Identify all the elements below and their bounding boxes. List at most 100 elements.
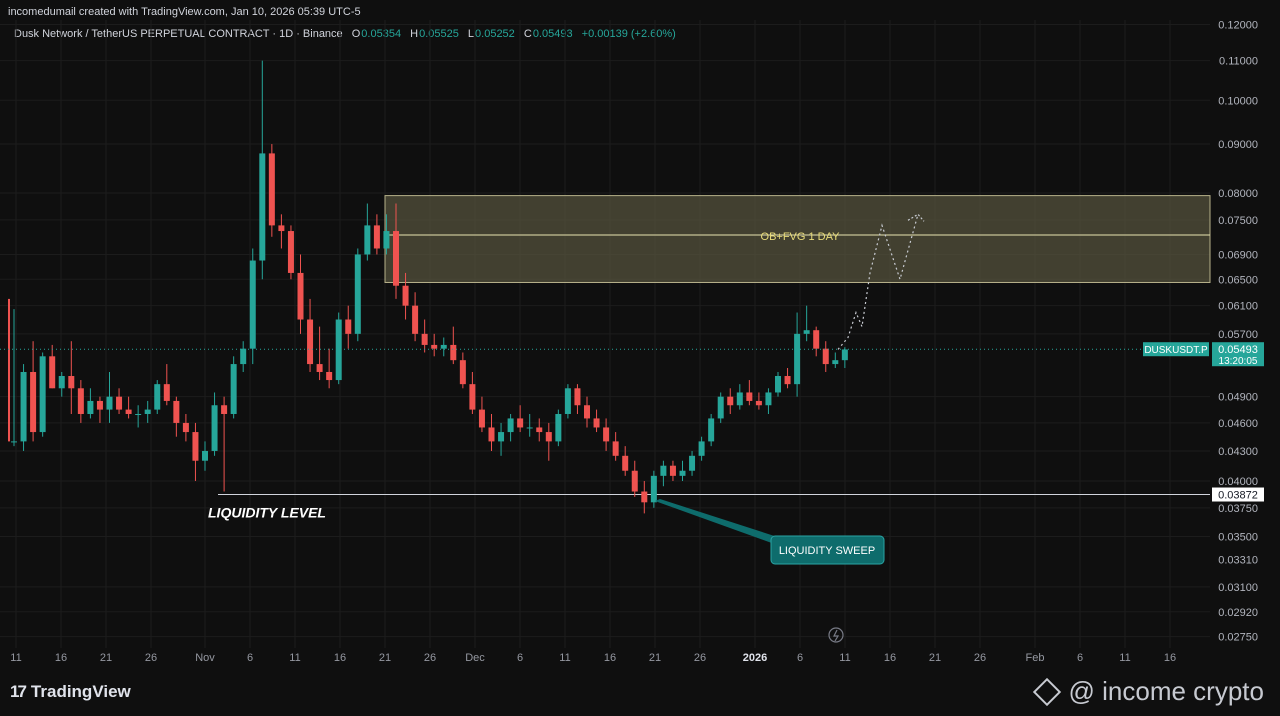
- last-price-tag[interactable]: [1212, 342, 1264, 367]
- candle-body[interactable]: [822, 348, 829, 365]
- symbol-name[interactable]: Dusk Network / TetherUS PERPETUAL CONTRA…: [14, 28, 343, 40]
- candle-body[interactable]: [612, 441, 619, 456]
- candle-body[interactable]: [708, 418, 715, 442]
- candle-body[interactable]: [268, 153, 275, 226]
- candle-body[interactable]: [459, 360, 466, 385]
- candle-body[interactable]: [832, 360, 839, 365]
- candle-body[interactable]: [39, 356, 46, 433]
- candle-body[interactable]: [412, 305, 419, 334]
- candle-body[interactable]: [765, 392, 772, 406]
- candle-body[interactable]: [58, 376, 65, 389]
- candle-body[interactable]: [440, 344, 447, 349]
- high-label: H: [410, 28, 419, 40]
- candle-body[interactable]: [373, 225, 380, 249]
- price-chart[interactable]: 11 16 21 26 Nov 6 11 16 21 26 Dec 6 11 16 21 26 2026 6 11 1…: [0, 0, 1280, 668]
- candle-body[interactable]: [536, 427, 543, 433]
- ob-fvg-zone[interactable]: [384, 195, 1211, 283]
- candle-body[interactable]: [498, 432, 505, 442]
- candle-body[interactable]: [775, 376, 781, 393]
- candle-body[interactable]: [20, 371, 27, 442]
- candle-body[interactable]: [784, 376, 791, 385]
- zone-label-bg: [755, 229, 845, 241]
- liquidity-sweep-box[interactable]: [770, 535, 885, 565]
- candle-body[interactable]: [278, 225, 285, 232]
- candle-body[interactable]: [154, 384, 161, 410]
- candle-body[interactable]: [603, 427, 610, 442]
- candle-body[interactable]: [49, 356, 56, 389]
- candle-body[interactable]: [326, 371, 333, 381]
- candle-body[interactable]: [555, 413, 562, 442]
- candle-body[interactable]: [116, 396, 123, 410]
- candle-body[interactable]: [698, 441, 705, 456]
- candle-body[interactable]: [335, 319, 342, 381]
- candle-body[interactable]: [287, 231, 294, 273]
- candle-body[interactable]: [96, 400, 103, 410]
- candle-body[interactable]: [11, 441, 17, 443]
- candle-body[interactable]: [689, 455, 696, 471]
- candle-body[interactable]: [87, 400, 94, 414]
- candle-body[interactable]: [211, 405, 218, 451]
- candle-body[interactable]: [230, 364, 237, 414]
- candle-body[interactable]: [564, 388, 571, 414]
- candle-body[interactable]: [746, 392, 753, 401]
- candle-body[interactable]: [135, 413, 142, 415]
- candle-body[interactable]: [240, 348, 247, 365]
- candle-body[interactable]: [421, 333, 428, 345]
- candle-body[interactable]: [307, 319, 314, 365]
- candle-body[interactable]: [30, 371, 37, 433]
- candle-body[interactable]: [669, 465, 676, 476]
- candle-body[interactable]: [450, 344, 457, 361]
- candle-body[interactable]: [507, 418, 514, 433]
- candle-body[interactable]: [545, 432, 552, 442]
- candle-body[interactable]: [593, 418, 600, 428]
- candle-body[interactable]: [182, 422, 189, 433]
- candle-body[interactable]: [679, 470, 686, 476]
- candle-body[interactable]: [755, 400, 762, 406]
- candle-body[interactable]: [717, 396, 724, 419]
- candle-body[interactable]: [736, 392, 743, 406]
- candle-body[interactable]: [469, 384, 476, 410]
- y-tick-label: 0.08000: [1218, 188, 1258, 200]
- countdown-text: 13:20:05: [1219, 356, 1258, 367]
- candle-body[interactable]: [125, 409, 132, 414]
- candle-body[interactable]: [163, 384, 170, 401]
- candle-body[interactable]: [622, 455, 629, 471]
- candle-body[interactable]: [803, 330, 810, 334]
- tradingview-logo[interactable]: 17 TradingView: [10, 682, 131, 702]
- candle-body[interactable]: [402, 285, 409, 306]
- candle-body[interactable]: [77, 388, 84, 414]
- candle-body[interactable]: [106, 396, 113, 410]
- candle-body[interactable]: [173, 400, 180, 423]
- candle-body[interactable]: [641, 491, 648, 503]
- candle-body[interactable]: [631, 470, 638, 492]
- candle-body[interactable]: [660, 465, 667, 476]
- candle-body[interactable]: [574, 388, 581, 406]
- candle-body[interactable]: [584, 405, 590, 419]
- candle-body[interactable]: [144, 409, 151, 414]
- candle-body[interactable]: [813, 330, 820, 349]
- lightning-icon[interactable]: [828, 627, 844, 643]
- candle-body[interactable]: [526, 427, 533, 429]
- candle-body[interactable]: [68, 376, 75, 389]
- candle-body[interactable]: [221, 405, 228, 414]
- candle-body[interactable]: [393, 231, 399, 286]
- candle-body[interactable]: [517, 418, 524, 428]
- candle-body[interactable]: [431, 344, 438, 349]
- candle-body[interactable]: [794, 333, 801, 385]
- candle-body[interactable]: [297, 272, 304, 320]
- candle-body[interactable]: [650, 475, 657, 503]
- candle-body[interactable]: [478, 409, 485, 428]
- candle-body[interactable]: [192, 432, 199, 461]
- candle-body[interactable]: [202, 450, 208, 461]
- candle-body[interactable]: [383, 231, 390, 249]
- candle-body[interactable]: [316, 364, 323, 372]
- candle-body[interactable]: [259, 153, 266, 261]
- candle-body[interactable]: [249, 260, 256, 349]
- candle-body[interactable]: [345, 319, 352, 334]
- candle-body[interactable]: [841, 349, 848, 361]
- candle-body[interactable]: [354, 254, 361, 334]
- symbol-tag[interactable]: [1143, 342, 1209, 357]
- candle-body[interactable]: [364, 225, 371, 255]
- candle-body[interactable]: [488, 427, 495, 442]
- candle-body[interactable]: [727, 396, 734, 406]
